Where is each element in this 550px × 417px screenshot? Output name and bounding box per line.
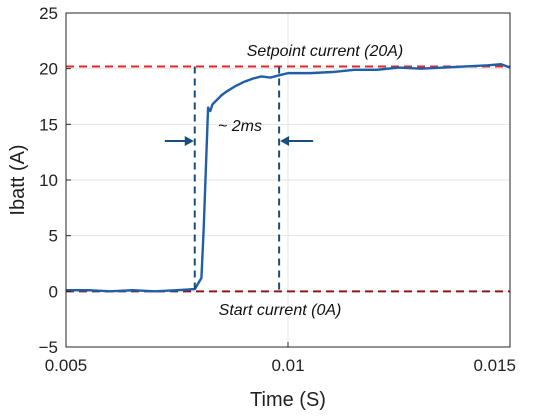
x-tick-label: 0.005 bbox=[45, 356, 88, 375]
axis-ticks: −5 0 5 10 15 20 25 0.005 0.01 0.015 bbox=[39, 4, 516, 375]
start-current-label: Start current (0A) bbox=[219, 302, 342, 319]
left-arrow-head bbox=[184, 136, 194, 147]
setpoint-label: Setpoint current (20A) bbox=[247, 43, 404, 60]
y-axis-label: Ibatt (A) bbox=[7, 144, 29, 215]
interval-label: ~ 2ms bbox=[218, 118, 262, 135]
y-tick-label: 25 bbox=[39, 4, 58, 23]
reference-lines bbox=[66, 65, 510, 293]
x-tick-label: 0.015 bbox=[473, 356, 516, 375]
interval-markers bbox=[164, 66, 314, 292]
y-tick-label: 5 bbox=[49, 227, 58, 246]
y-tick-label: 0 bbox=[49, 282, 58, 301]
y-tick-label: 10 bbox=[39, 171, 58, 190]
current-series-line bbox=[66, 63, 511, 293]
y-tick-label: 15 bbox=[39, 115, 58, 134]
x-axis-label: Time (S) bbox=[250, 389, 326, 411]
series-layer bbox=[66, 63, 511, 293]
x-tick-label: 0.01 bbox=[271, 356, 304, 375]
right-arrow-head bbox=[280, 136, 290, 147]
y-tick-label: 20 bbox=[39, 60, 58, 79]
y-tick-label: −5 bbox=[39, 338, 58, 357]
